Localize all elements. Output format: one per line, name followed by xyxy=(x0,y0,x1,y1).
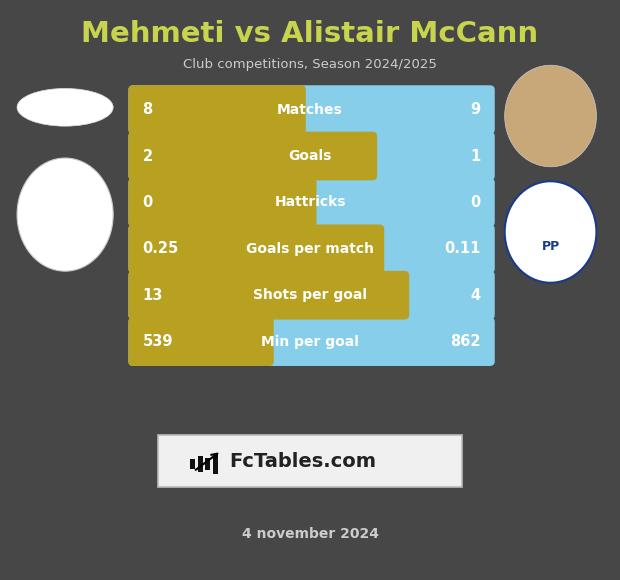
Text: Matches: Matches xyxy=(277,103,343,117)
Text: 1: 1 xyxy=(470,148,480,164)
Text: PP: PP xyxy=(541,240,560,253)
FancyBboxPatch shape xyxy=(128,178,317,227)
Text: Goals per match: Goals per match xyxy=(246,242,374,256)
FancyBboxPatch shape xyxy=(128,85,495,134)
Ellipse shape xyxy=(17,158,113,271)
FancyBboxPatch shape xyxy=(128,317,495,366)
FancyBboxPatch shape xyxy=(198,456,203,472)
Text: Shots per goal: Shots per goal xyxy=(253,288,367,302)
Text: 0: 0 xyxy=(143,195,153,210)
Text: Hattricks: Hattricks xyxy=(274,195,346,209)
Text: Club competitions, Season 2024/2025: Club competitions, Season 2024/2025 xyxy=(183,58,437,71)
Text: Mehmeti vs Alistair McCann: Mehmeti vs Alistair McCann xyxy=(81,20,539,48)
Text: 862: 862 xyxy=(450,334,481,349)
FancyBboxPatch shape xyxy=(128,224,384,273)
Text: 0.25: 0.25 xyxy=(143,241,179,256)
Text: 0.11: 0.11 xyxy=(444,241,480,256)
Text: 0: 0 xyxy=(470,195,480,210)
Text: 13: 13 xyxy=(143,288,163,303)
FancyBboxPatch shape xyxy=(128,271,409,320)
Text: 539: 539 xyxy=(143,334,173,349)
Text: 9: 9 xyxy=(471,102,480,117)
Ellipse shape xyxy=(505,66,596,167)
FancyBboxPatch shape xyxy=(213,454,218,474)
FancyBboxPatch shape xyxy=(128,132,377,180)
FancyBboxPatch shape xyxy=(128,132,495,180)
Ellipse shape xyxy=(505,181,596,283)
FancyBboxPatch shape xyxy=(128,317,274,366)
Text: 4: 4 xyxy=(471,288,480,303)
Text: Min per goal: Min per goal xyxy=(261,335,359,349)
FancyBboxPatch shape xyxy=(128,224,495,273)
FancyBboxPatch shape xyxy=(128,85,306,134)
Text: Goals: Goals xyxy=(288,149,332,163)
Text: 4 november 2024: 4 november 2024 xyxy=(242,527,378,541)
FancyBboxPatch shape xyxy=(205,458,210,470)
FancyBboxPatch shape xyxy=(158,435,462,487)
Text: FcTables.com: FcTables.com xyxy=(229,452,376,470)
FancyBboxPatch shape xyxy=(190,459,195,469)
FancyBboxPatch shape xyxy=(128,178,495,227)
Text: 2: 2 xyxy=(143,148,153,164)
FancyBboxPatch shape xyxy=(128,271,495,320)
Text: 8: 8 xyxy=(143,102,153,117)
Ellipse shape xyxy=(17,88,113,126)
